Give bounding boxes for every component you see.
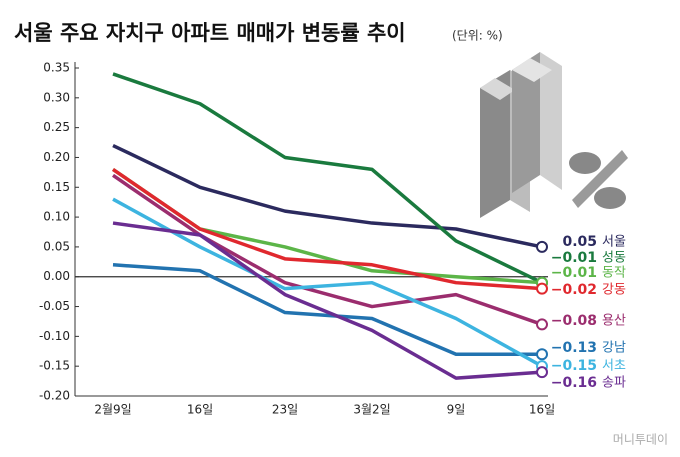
- legend-label: 강동: [602, 283, 626, 298]
- end-marker: [536, 318, 548, 331]
- legend-label: 서초: [602, 359, 626, 374]
- legend-label: 강남: [602, 341, 626, 356]
- series-line: [112, 173, 543, 327]
- x-tick-label: 9일: [447, 403, 466, 417]
- x-tick-label: 16일: [529, 403, 555, 417]
- y-tick-label: 0.15: [43, 180, 70, 194]
- series-line: [112, 167, 543, 291]
- value-label: −0.02: [551, 282, 597, 298]
- series-line: [112, 72, 543, 285]
- building-illustration: [480, 52, 628, 218]
- end-marker: [536, 366, 548, 379]
- series-line: [112, 143, 543, 249]
- y-tick-label: 0.10: [43, 210, 70, 224]
- y-tick-label: 0.35: [43, 61, 70, 75]
- legend-label: 서울: [602, 235, 626, 250]
- end-marker: [536, 240, 548, 253]
- chart-title: 서울 주요 자치구 아파트 매매가 변동률 추이: [14, 21, 406, 45]
- legend-label: 동작: [602, 266, 626, 281]
- chart-subtitle: (단위: %): [452, 29, 503, 43]
- x-tick-label: 16일: [187, 403, 213, 417]
- y-tick-label: 0.20: [43, 150, 70, 164]
- legend-label: 성동: [602, 251, 626, 266]
- series-line: [112, 197, 543, 368]
- y-tick-label: 0.30: [43, 90, 70, 104]
- value-label: −0.01: [551, 265, 597, 281]
- series-line: [112, 221, 543, 380]
- value-label: −0.13: [551, 340, 597, 356]
- series-line: [112, 167, 543, 285]
- legend-label: 용산: [602, 314, 626, 329]
- y-tick-label: 0.05: [43, 239, 70, 253]
- legend-label: 송파: [602, 376, 626, 391]
- x-tick-label: 23일: [272, 403, 298, 417]
- end-marker: [536, 348, 548, 361]
- source: 머니투데이: [613, 433, 668, 447]
- value-label: −0.15: [551, 358, 597, 374]
- y-tick-label: -0.10: [39, 329, 70, 343]
- y-tick-label: -0.05: [39, 299, 70, 313]
- y-tick-label: -0.20: [39, 389, 70, 403]
- value-label: 0.05: [562, 234, 597, 250]
- x-tick-label: 2월9일: [94, 403, 131, 417]
- value-label: −0.08: [551, 313, 597, 329]
- value-label: −0.01: [551, 250, 597, 266]
- series-line: [112, 263, 542, 357]
- y-tick-label: -0.15: [39, 359, 70, 373]
- value-label: −0.16: [551, 375, 597, 391]
- x-tick-label: 3월2일: [353, 403, 390, 417]
- end-marker: [536, 282, 548, 295]
- y-tick-label: 0.25: [43, 120, 70, 134]
- y-tick-label: 0.00: [43, 269, 70, 283]
